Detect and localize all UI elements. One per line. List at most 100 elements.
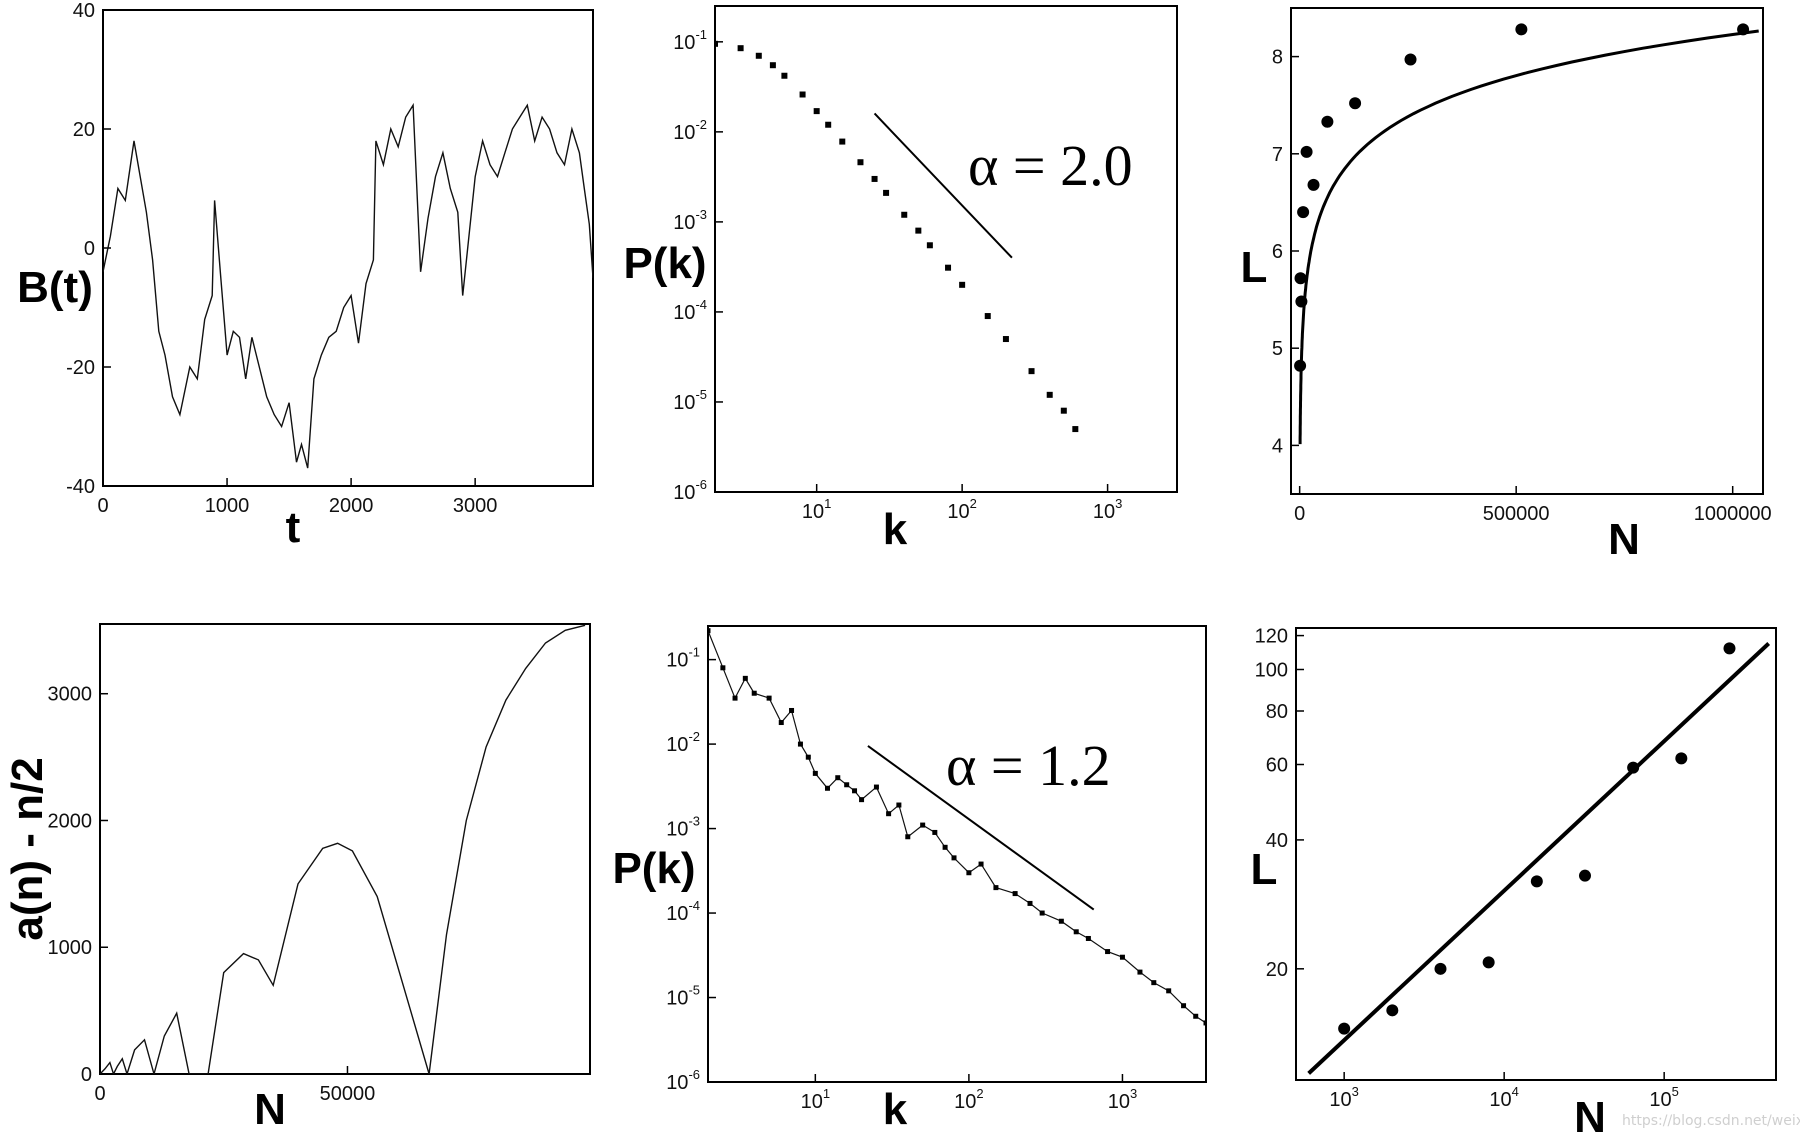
y-tick-label: 40 <box>1266 830 1288 852</box>
series-line <box>100 624 586 1074</box>
y-tick-label: -20 <box>66 357 95 379</box>
data-point <box>844 782 850 788</box>
y-tick-exponent: -1 <box>695 27 707 42</box>
data-point <box>1434 962 1447 975</box>
y-tick-exponent: -2 <box>695 117 707 132</box>
y-tick-label: 10-1 <box>673 27 707 54</box>
panel-degree-distribution-a: P(k) k α = 2.0 101 102 10310-110-210-310-4… <box>623 5 1178 554</box>
y-tick-label: 20 <box>1266 959 1288 981</box>
x-tick-label: 1000 <box>205 495 250 517</box>
x-axis-label: N <box>254 1085 286 1134</box>
x-tick-label: 0 <box>1294 503 1305 525</box>
data-point <box>781 72 788 79</box>
x-tick-exponent: 2 <box>976 1086 983 1101</box>
y-tick-label: 4 <box>1272 435 1283 457</box>
panel-brownian-walk: B(t) t 0 1000 2000 3000 -40 -20 0 20 40 <box>17 0 594 552</box>
fit-curve <box>1298 29 1759 445</box>
y-tick-label: 10-1 <box>666 645 700 672</box>
y-tick-exponent: -3 <box>688 814 700 829</box>
data-point <box>1166 988 1172 994</box>
data-point <box>1002 336 1009 343</box>
data-point <box>797 741 803 747</box>
data-point <box>871 175 878 182</box>
x-tick-label: 3000 <box>453 495 498 517</box>
data-point <box>1723 642 1736 655</box>
data-point <box>1085 935 1091 941</box>
y-tick-label: 10-2 <box>666 729 700 756</box>
y-tick-base: 10 <box>666 650 688 672</box>
x-tick-label: 50000 <box>320 1083 376 1105</box>
panel-sequence-deviation: a(n) - n/2 N 0 50000 0 1000 2000 3000 <box>3 623 591 1134</box>
x-tick-base: 10 <box>1489 1089 1511 1111</box>
data-point <box>1300 145 1313 158</box>
x-tick-base: 10 <box>947 501 969 523</box>
data-point <box>859 797 865 803</box>
y-tick-label: 10-6 <box>673 477 707 504</box>
x-tick-base: 10 <box>954 1091 976 1113</box>
data-point <box>708 628 711 634</box>
data-point <box>932 829 938 835</box>
y-tick-exponent: -4 <box>688 898 700 913</box>
data-point <box>1321 115 1334 128</box>
data-point <box>951 855 957 861</box>
y-axis-label: a(n) - n/2 <box>3 757 52 940</box>
data-point <box>978 861 984 867</box>
panel-degree-distribution-b: P(k) k α = 1.2 101 102 10310-110-210-310-4… <box>612 625 1207 1134</box>
x-tick-exponent: 1 <box>824 496 831 511</box>
x-tick-exponent: 3 <box>1352 1084 1359 1099</box>
x-tick-label: 102 <box>954 1086 983 1113</box>
y-tick-label: 120 <box>1255 626 1288 648</box>
data-point <box>769 62 776 69</box>
data-point <box>1058 918 1064 924</box>
x-tick-label: 103 <box>1108 1086 1137 1113</box>
y-tick-label: 5 <box>1272 338 1283 360</box>
y-tick-base: 10 <box>666 1072 688 1094</box>
data-point <box>1294 272 1307 285</box>
x-tick-base: 10 <box>802 501 824 523</box>
y-tick-label: 10-3 <box>673 207 707 234</box>
x-tick-label: 102 <box>947 496 976 523</box>
x-tick-base: 10 <box>1108 1091 1130 1113</box>
x-tick-base: 10 <box>801 1091 823 1113</box>
x-tick-exponent: 4 <box>1512 1084 1519 1099</box>
y-tick-exponent: -5 <box>688 983 700 998</box>
data-point <box>873 784 879 790</box>
y-tick-label: 2000 <box>48 810 93 832</box>
series-line <box>708 630 1206 1024</box>
y-axis-label: B(t) <box>17 263 93 312</box>
data-point <box>824 785 830 791</box>
fit-line <box>1307 642 1771 1075</box>
y-tick-label: 1000 <box>48 937 93 959</box>
data-point <box>1675 752 1688 765</box>
slope-reference-line <box>867 745 1095 911</box>
data-point <box>1193 1013 1199 1019</box>
data-point <box>789 707 795 713</box>
series-line <box>103 102 593 469</box>
data-point <box>1151 980 1157 986</box>
data-point <box>1181 1003 1187 1009</box>
y-tick-label: 7 <box>1272 144 1283 166</box>
data-point <box>1119 954 1125 960</box>
data-point <box>1338 1022 1351 1035</box>
y-tick-label: 60 <box>1266 755 1288 777</box>
data-point <box>1027 900 1033 906</box>
x-tick-label: 101 <box>801 1086 830 1113</box>
data-point <box>883 189 890 196</box>
data-point <box>1060 407 1067 414</box>
data-point <box>1012 891 1018 897</box>
plot-frame <box>102 9 594 487</box>
plot-frame <box>707 625 1207 1083</box>
data-point <box>835 775 841 781</box>
x-tick-label: 0 <box>97 495 108 517</box>
data-point <box>905 834 911 840</box>
y-tick-base: 10 <box>666 988 688 1010</box>
data-point <box>813 108 820 115</box>
exponent-annotation: α = 1.2 <box>946 733 1111 798</box>
y-tick-exponent: -3 <box>695 207 707 222</box>
data-point <box>896 802 902 808</box>
data-point <box>720 665 726 671</box>
x-tick-base: 10 <box>1093 501 1115 523</box>
data-point <box>812 770 818 776</box>
data-point <box>799 91 806 98</box>
